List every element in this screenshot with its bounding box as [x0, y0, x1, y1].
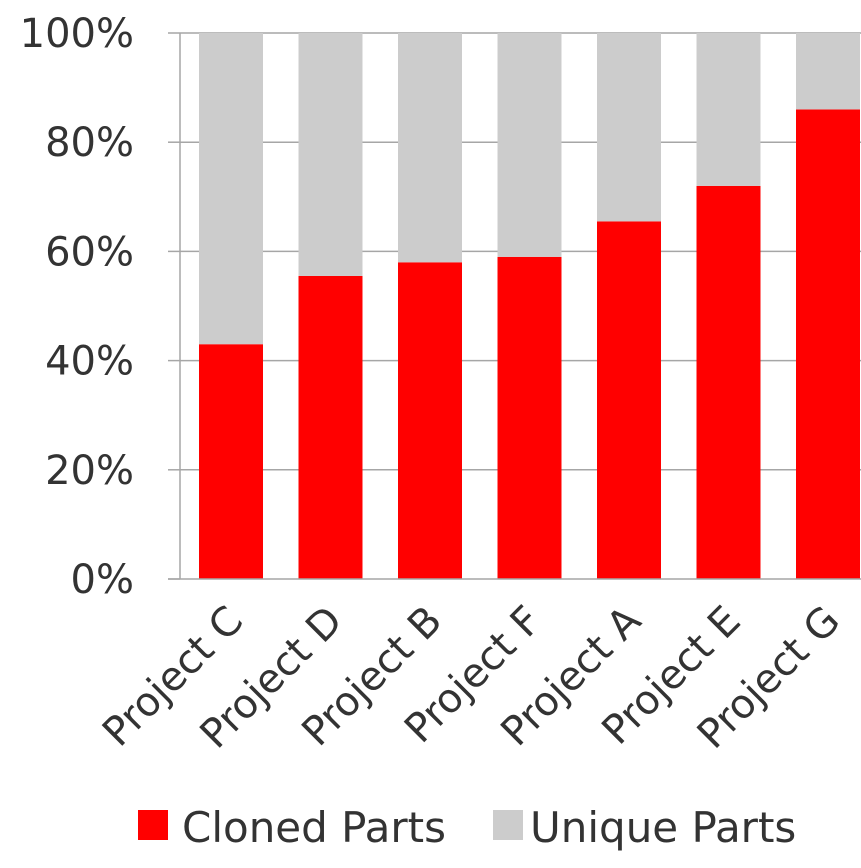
y-tick-label: 40%: [45, 339, 134, 385]
bar-cloned-parts: [796, 109, 860, 579]
bar-unique-parts: [497, 33, 562, 257]
bar-cloned-parts: [497, 256, 562, 579]
bars: [199, 33, 860, 579]
legend-label: Unique Parts: [530, 803, 796, 852]
y-tick-label: 0%: [71, 557, 134, 603]
legend-swatch: [493, 810, 523, 840]
y-tick-label: 20%: [45, 448, 134, 494]
bar-unique-parts: [199, 33, 263, 345]
bar-unique-parts: [597, 33, 661, 222]
bar-unique-parts: [796, 33, 860, 110]
y-tick-label: 60%: [45, 229, 134, 275]
y-tick-labels: 0% 20% 40% 60% 80% 100%: [20, 11, 134, 603]
bar-cloned-parts: [298, 275, 363, 579]
legend: Cloned Parts Unique Parts: [138, 803, 796, 852]
bar-cloned-parts: [398, 262, 462, 579]
bar-unique-parts: [696, 33, 761, 186]
y-tick-label: 100%: [20, 11, 134, 57]
axes: [168, 32, 861, 580]
bar-cloned-parts: [597, 221, 661, 579]
bar-unique-parts: [298, 33, 363, 276]
bar-cloned-parts: [199, 344, 263, 579]
bar-unique-parts: [398, 33, 462, 263]
legend-swatch: [138, 810, 168, 840]
legend-label: Cloned Parts: [182, 803, 446, 852]
bar-cloned-parts: [696, 185, 761, 579]
y-tick-label: 80%: [45, 120, 134, 166]
